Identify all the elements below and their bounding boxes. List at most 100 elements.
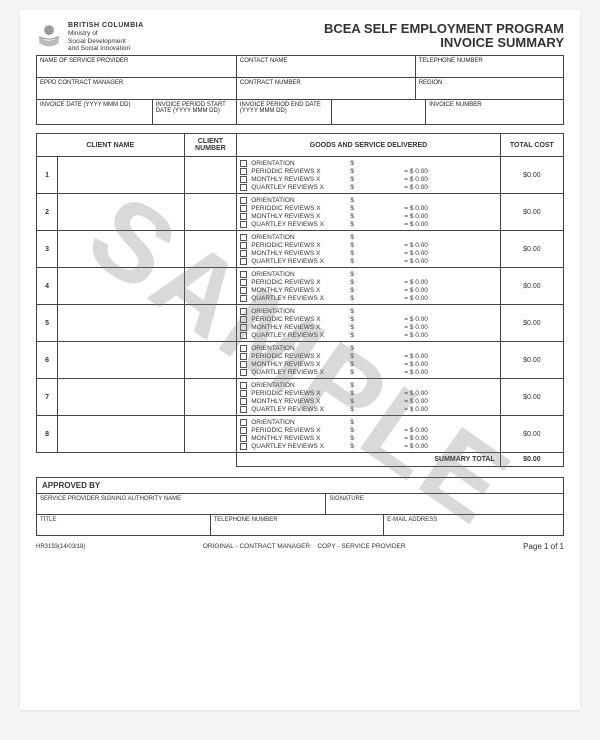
provider-cell[interactable]: NAME OF SERVICE PROVIDER (37, 56, 237, 78)
service-amount[interactable]: $ (350, 361, 400, 368)
service-amount[interactable]: $ (350, 390, 400, 397)
client-name-cell[interactable] (58, 416, 184, 453)
service-checkbox[interactable] (240, 390, 247, 397)
service-checkbox[interactable] (240, 406, 247, 413)
service-amount[interactable]: $ (350, 184, 400, 191)
service-checkbox[interactable] (240, 258, 247, 265)
period-start-cell[interactable]: INVOICE PERIOD START DATE (YYYY MMM DD) (153, 100, 237, 125)
contact-name-cell[interactable]: CONTACT NAME (237, 56, 416, 78)
service-checkbox[interactable] (240, 324, 247, 331)
service-amount[interactable]: $ (350, 234, 400, 241)
service-amount[interactable]: $ (350, 205, 400, 212)
client-name-cell[interactable] (58, 379, 184, 416)
region-cell[interactable]: REGION (416, 78, 563, 100)
service-amount[interactable]: $ (350, 295, 400, 302)
service-amount[interactable]: $ (350, 382, 400, 389)
service-amount[interactable]: $ (350, 197, 400, 204)
service-checkbox[interactable] (240, 234, 247, 241)
service-amount[interactable]: $ (350, 332, 400, 339)
service-amount[interactable]: $ (350, 250, 400, 257)
service-checkbox[interactable] (240, 197, 247, 204)
client-name-cell[interactable] (58, 342, 184, 379)
title-cell[interactable]: TITLE (37, 515, 211, 535)
service-checkbox[interactable] (240, 168, 247, 175)
service-checkbox[interactable] (240, 316, 247, 323)
service-amount[interactable]: $ (350, 221, 400, 228)
service-checkbox[interactable] (240, 345, 247, 352)
service-amount[interactable]: $ (350, 308, 400, 315)
service-checkbox[interactable] (240, 361, 247, 368)
period-end-cell[interactable]: INVOICE PERIOD END DATE (YYYY MMM DD) (237, 100, 332, 125)
service-amount[interactable]: $ (350, 406, 400, 413)
client-name-cell[interactable] (58, 231, 184, 268)
service-amount[interactable]: $ (350, 353, 400, 360)
client-number-cell[interactable] (184, 157, 237, 194)
service-line: ORIENTATION$ (240, 270, 497, 278)
service-amount[interactable]: $ (350, 258, 400, 265)
approval-telephone-cell[interactable]: TELEPHONE NUMBER (211, 515, 385, 535)
service-amount[interactable]: $ (350, 287, 400, 294)
service-checkbox[interactable] (240, 435, 247, 442)
client-name-cell[interactable] (58, 305, 184, 342)
service-amount[interactable]: $ (350, 279, 400, 286)
service-checkbox[interactable] (240, 160, 247, 167)
invoice-no-cell[interactable]: INVOICE NUMBER (426, 100, 563, 125)
invoice-date-cell[interactable]: INVOICE DATE (YYYY MMM DD) (37, 100, 153, 125)
eppd-mgr-cell[interactable]: EPPD CONTRACT MANAGER (37, 78, 237, 100)
service-label: MONTHLY REVIEWS X (251, 250, 346, 257)
service-checkbox[interactable] (240, 382, 247, 389)
service-amount[interactable]: $ (350, 398, 400, 405)
service-amount[interactable]: $ (350, 419, 400, 426)
client-number-cell[interactable] (184, 342, 237, 379)
service-checkbox[interactable] (240, 427, 247, 434)
service-checkbox[interactable] (240, 271, 247, 278)
service-checkbox[interactable] (240, 287, 247, 294)
service-amount[interactable]: $ (350, 160, 400, 167)
client-number-cell[interactable] (184, 231, 237, 268)
email-cell[interactable]: E-MAIL ADDRESS (384, 515, 563, 535)
table-row: 4ORIENTATION$PERIODIC REVIEWS X$= $ 0.00… (37, 268, 564, 305)
service-checkbox[interactable] (240, 213, 247, 220)
client-name-cell[interactable] (58, 268, 184, 305)
service-checkbox[interactable] (240, 279, 247, 286)
service-amount[interactable]: $ (350, 213, 400, 220)
client-name-cell[interactable] (58, 157, 184, 194)
service-checkbox[interactable] (240, 332, 247, 339)
service-amount[interactable]: $ (350, 316, 400, 323)
client-number-cell[interactable] (184, 194, 237, 231)
signature-cell[interactable]: SIGNATURE (326, 494, 563, 515)
service-amount[interactable]: $ (350, 271, 400, 278)
service-checkbox[interactable] (240, 250, 247, 257)
service-amount[interactable]: $ (350, 369, 400, 376)
service-checkbox[interactable] (240, 419, 247, 426)
service-checkbox[interactable] (240, 221, 247, 228)
service-amount[interactable]: $ (350, 324, 400, 331)
client-number-cell[interactable] (184, 416, 237, 453)
service-checkbox[interactable] (240, 205, 247, 212)
service-amount[interactable]: $ (350, 345, 400, 352)
service-checkbox[interactable] (240, 308, 247, 315)
service-amount[interactable]: $ (350, 443, 400, 450)
service-amount[interactable]: $ (350, 427, 400, 434)
service-amount[interactable]: $ (350, 176, 400, 183)
service-checkbox[interactable] (240, 369, 247, 376)
service-checkbox[interactable] (240, 398, 247, 405)
service-checkbox[interactable] (240, 443, 247, 450)
client-number-cell[interactable] (184, 268, 237, 305)
service-amount[interactable]: $ (350, 168, 400, 175)
service-amount[interactable]: $ (350, 435, 400, 442)
signing-name-cell[interactable]: SERVICE PROVIDER SIGNING AUTHORITY NAME (37, 494, 326, 515)
service-checkbox[interactable] (240, 353, 247, 360)
service-checkbox[interactable] (240, 295, 247, 302)
service-checkbox[interactable] (240, 176, 247, 183)
service-checkbox[interactable] (240, 184, 247, 191)
contract-no-cell[interactable]: CONTRACT NUMBER (237, 78, 416, 100)
service-amount[interactable]: $ (350, 242, 400, 249)
client-number-cell[interactable] (184, 379, 237, 416)
service-checkbox[interactable] (240, 242, 247, 249)
telephone-cell[interactable]: TELEPHONE NUMBER (416, 56, 563, 78)
title-line-2: INVOICE SUMMARY (324, 36, 564, 50)
client-number-cell[interactable] (184, 305, 237, 342)
client-name-cell[interactable] (58, 194, 184, 231)
table-row: 6ORIENTATION$PERIODIC REVIEWS X$= $ 0.00… (37, 342, 564, 379)
